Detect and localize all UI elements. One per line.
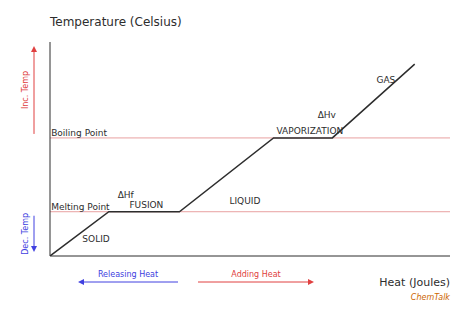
svg-text:SOLID: SOLID	[82, 234, 109, 244]
svg-text:Dec. Temp: Dec. Temp	[21, 213, 30, 255]
svg-text:Boiling Point: Boiling Point	[51, 128, 107, 138]
svg-text:FUSION: FUSION	[129, 200, 163, 210]
svg-text:Melting Point: Melting Point	[51, 202, 110, 212]
svg-text:GAS: GAS	[376, 75, 395, 85]
svg-text:VAPORIZATION: VAPORIZATION	[276, 126, 343, 136]
svg-text:Adding Heat: Adding Heat	[231, 270, 280, 279]
svg-text:ChemTalk: ChemTalk	[411, 293, 451, 302]
svg-text:ΔHf: ΔHf	[118, 190, 135, 200]
svg-text:Inc. Temp: Inc. Temp	[21, 71, 30, 109]
svg-text:LIQUID: LIQUID	[229, 196, 260, 206]
svg-text:Releasing Heat: Releasing Heat	[98, 270, 158, 279]
svg-text:ΔHv: ΔHv	[318, 110, 337, 120]
svg-text:Temperature (Celsius): Temperature (Celsius)	[49, 15, 182, 29]
svg-text:Heat (Joules): Heat (Joules)	[379, 276, 450, 289]
